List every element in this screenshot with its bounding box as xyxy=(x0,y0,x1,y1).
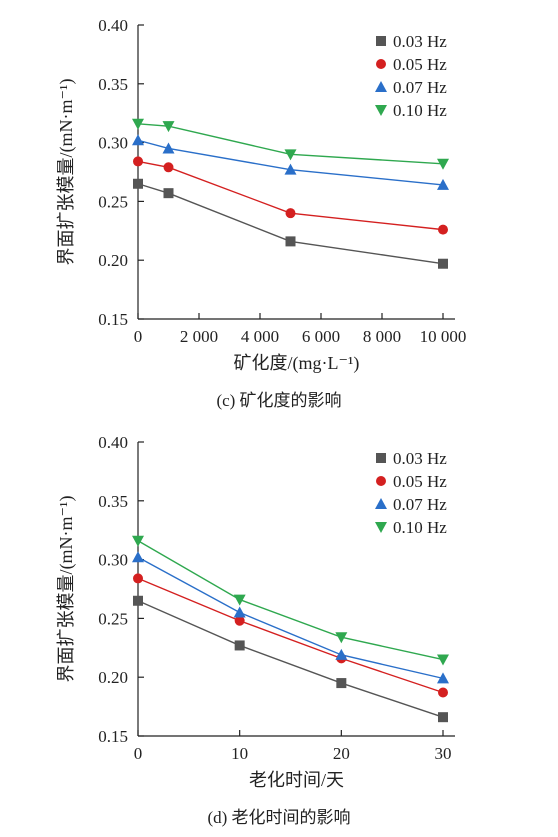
y-tick-label: 0.40 xyxy=(98,433,128,452)
chart-d-svg: 0.15 0.20 0.25 0.30 0.35 0.40 0 10 20 30 老化时间/天 界面扩… xyxy=(56,433,455,827)
data-point xyxy=(335,648,348,660)
x-tick-label: 2 000 xyxy=(180,327,218,346)
data-point xyxy=(163,188,174,199)
x-tick-label: 8 000 xyxy=(363,327,401,346)
legend: 0.03 Hz 0.05 Hz 0.07 Hz 0.10 Hz xyxy=(375,32,447,120)
y-tick-label: 0.15 xyxy=(98,727,128,746)
data-point xyxy=(234,640,245,651)
series-line-010Hz xyxy=(137,123,444,165)
data-point xyxy=(438,224,448,235)
legend-label: 0.07 Hz xyxy=(393,495,447,514)
chart-caption: (d) 老化时间的影响 xyxy=(207,808,350,827)
data-point xyxy=(335,632,348,644)
axes: 0.15 0.20 0.25 0.30 0.35 0.40 0 10 20 30 xyxy=(98,433,455,763)
y-tick-label: 0.25 xyxy=(98,609,128,628)
data-point xyxy=(285,236,296,247)
x-axis-label: 老化时间/天 xyxy=(249,770,344,790)
data-point xyxy=(133,156,143,167)
series-line-010Hz xyxy=(137,540,444,661)
data-point xyxy=(336,678,347,689)
series-line-007Hz xyxy=(137,556,444,680)
data-point xyxy=(438,712,448,723)
axes: 0.15 0.20 0.25 0.30 0.35 0.40 0 2 000 4 000 6 000… xyxy=(98,16,466,346)
data-point xyxy=(284,149,297,161)
y-axis-label: 界面扩张模量/(mN·m⁻¹) xyxy=(56,79,77,266)
data-point xyxy=(233,594,246,606)
series-line-005Hz xyxy=(137,160,444,231)
series-line-005Hz xyxy=(137,577,444,694)
y-tick-label: 0.35 xyxy=(98,75,128,94)
chart-panel-c: 0.15 0.20 0.25 0.30 0.35 0.40 0 2 000 4 000 6 000… xyxy=(0,0,558,416)
legend-label: 0.10 Hz xyxy=(393,101,447,120)
data-point xyxy=(285,208,296,219)
legend-marker xyxy=(375,81,387,92)
x-tick-label: 6 000 xyxy=(302,327,340,346)
legend-label: 0.03 Hz xyxy=(393,32,447,51)
y-tick-label: 0.30 xyxy=(98,134,128,153)
y-tick-label: 0.15 xyxy=(98,310,128,329)
y-axis-label: 界面扩张模量/(mN·m⁻¹) xyxy=(56,496,77,683)
x-axis-label: 矿化度/(mg·L⁻¹) xyxy=(234,353,360,374)
x-tick-label: 30 xyxy=(435,744,452,763)
legend: 0.03 Hz 0.05 Hz 0.07 Hz 0.10 Hz xyxy=(375,449,447,537)
data-point xyxy=(437,158,449,170)
series-line-003Hz xyxy=(137,600,444,718)
legend-label: 0.07 Hz xyxy=(393,78,447,97)
series-line-003Hz xyxy=(137,183,444,265)
data-point xyxy=(437,672,449,684)
series-group xyxy=(132,535,449,723)
data-point xyxy=(438,258,448,269)
data-point xyxy=(132,134,144,146)
legend-marker xyxy=(376,36,386,46)
y-tick-label: 0.20 xyxy=(98,251,128,270)
data-point xyxy=(233,606,246,618)
chart-panel-d: 0.15 0.20 0.25 0.30 0.35 0.40 0 10 20 30 老化时间/天 界面扩… xyxy=(0,417,558,833)
chart-caption: (c) 矿化度的影响 xyxy=(216,391,341,410)
legend-marker xyxy=(376,453,386,463)
legend-label: 0.10 Hz xyxy=(393,518,447,537)
data-point xyxy=(132,535,144,547)
x-tick-label: 10 000 xyxy=(420,327,467,346)
data-point xyxy=(133,178,143,189)
y-tick-label: 0.40 xyxy=(98,16,128,35)
data-point xyxy=(284,163,297,175)
chart-c-svg: 0.15 0.20 0.25 0.30 0.35 0.40 0 2 000 4 000 6 000… xyxy=(56,16,466,410)
data-point xyxy=(437,178,449,190)
data-point xyxy=(234,615,245,626)
data-point xyxy=(132,118,144,130)
data-point xyxy=(438,687,448,698)
y-tick-label: 0.30 xyxy=(98,551,128,570)
legend-marker xyxy=(376,59,386,69)
legend-marker xyxy=(376,476,386,486)
x-tick-label: 0 xyxy=(134,744,143,763)
legend-label: 0.05 Hz xyxy=(393,55,447,74)
data-point xyxy=(132,551,144,563)
data-point xyxy=(437,654,449,666)
data-point xyxy=(162,142,175,154)
legend-label: 0.05 Hz xyxy=(393,472,447,491)
x-tick-label: 0 xyxy=(134,327,143,346)
series-line-007Hz xyxy=(137,139,444,186)
y-tick-label: 0.25 xyxy=(98,192,128,211)
x-tick-label: 10 xyxy=(231,744,248,763)
legend-marker xyxy=(375,498,387,509)
data-point xyxy=(162,121,175,133)
y-tick-label: 0.20 xyxy=(98,668,128,687)
x-tick-label: 20 xyxy=(333,744,350,763)
series-group xyxy=(132,118,449,269)
data-point xyxy=(133,573,143,584)
x-tick-label: 4 000 xyxy=(241,327,279,346)
data-point xyxy=(133,595,143,606)
legend-label: 0.03 Hz xyxy=(393,449,447,468)
legend-marker xyxy=(375,105,387,116)
data-point xyxy=(163,162,174,173)
y-tick-label: 0.35 xyxy=(98,492,128,511)
legend-marker xyxy=(375,522,387,533)
